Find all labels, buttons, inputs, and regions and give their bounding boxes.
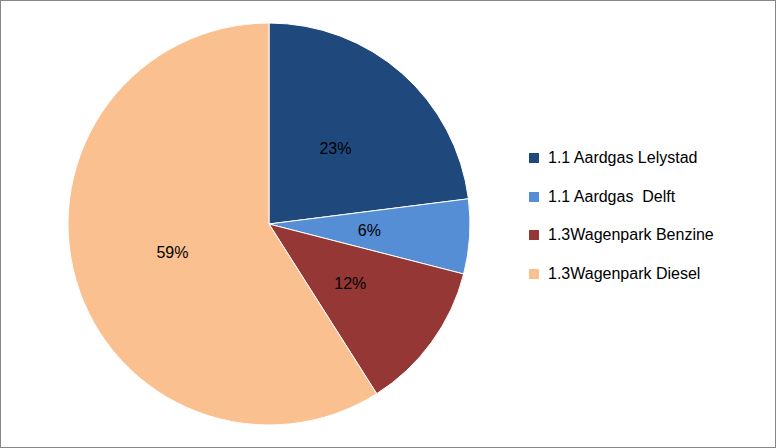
svg-text:59%: 59% <box>156 244 188 261</box>
html-text:1.3Wagenpark Benzine: 1.3Wagenpark Benzine <box>548 226 714 244</box>
html-text:1.1 Aardgas Delft: 1.1 Aardgas Delft <box>548 187 676 205</box>
svg-text:23%: 23% <box>319 140 351 157</box>
html-text:1.1 Aardgas Lelystad: 1.1 Aardgas Lelystad <box>548 149 698 167</box>
svg-text:6%: 6% <box>358 222 381 239</box>
html-text:1.3Wagenpark Diesel: 1.3Wagenpark Diesel <box>548 264 701 282</box>
svg-text:12%: 12% <box>334 275 366 292</box>
